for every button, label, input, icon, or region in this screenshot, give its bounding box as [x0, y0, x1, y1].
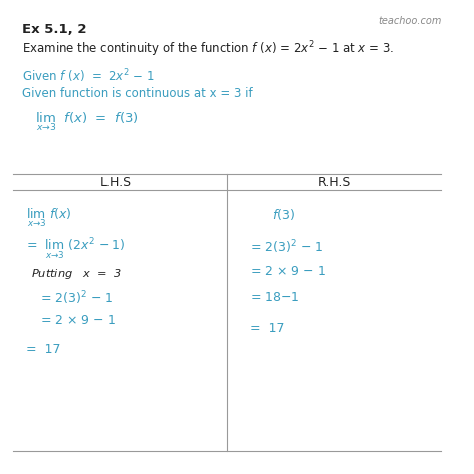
Text: $f(3)$: $f(3)$ — [272, 207, 295, 222]
Text: =  17: = 17 — [249, 322, 284, 335]
Text: = 2(3)$^2$ $-$ 1: = 2(3)$^2$ $-$ 1 — [249, 238, 323, 256]
Text: Examine the continuity of the function $f$ $(x)$ = 2$x^2$ $-$ 1 at $x$ = 3.: Examine the continuity of the function $… — [22, 39, 394, 59]
Text: = 2(3)$^2$ $-$ 1: = 2(3)$^2$ $-$ 1 — [40, 289, 113, 307]
Text: Given function is continuous at x = 3 if: Given function is continuous at x = 3 if — [22, 87, 253, 100]
Text: $\lim_{x \to 3}$  $f(x)$  =  $f(3)$: $\lim_{x \to 3}$ $f(x)$ = $f(3)$ — [36, 110, 139, 133]
Text: $\lim_{x \to 3}$ $f(x)$: $\lim_{x \to 3}$ $f(x)$ — [27, 207, 72, 229]
Text: Given $f$ $(x)$  =  2$x^2$ $-$ 1: Given $f$ $(x)$ = 2$x^2$ $-$ 1 — [22, 67, 155, 85]
Text: = 18$-$1: = 18$-$1 — [249, 292, 299, 304]
Text: $Putting$   $x$  =  3: $Putting$ $x$ = 3 — [31, 267, 122, 281]
Text: =  $\lim_{x \to 3}$ $(2x^2 - 1)$: = $\lim_{x \to 3}$ $(2x^2 - 1)$ — [27, 237, 126, 262]
Text: = 2 $\times$ 9 $-$ 1: = 2 $\times$ 9 $-$ 1 — [40, 314, 116, 327]
Text: teachoo.com: teachoo.com — [378, 16, 441, 26]
Text: = 2 $\times$ 9 $-$ 1: = 2 $\times$ 9 $-$ 1 — [249, 265, 326, 278]
Text: L.H.S: L.H.S — [100, 176, 132, 190]
Text: =  17: = 17 — [27, 343, 61, 356]
Text: R.H.S: R.H.S — [318, 176, 351, 190]
Text: Ex 5.1, 2: Ex 5.1, 2 — [22, 23, 87, 36]
